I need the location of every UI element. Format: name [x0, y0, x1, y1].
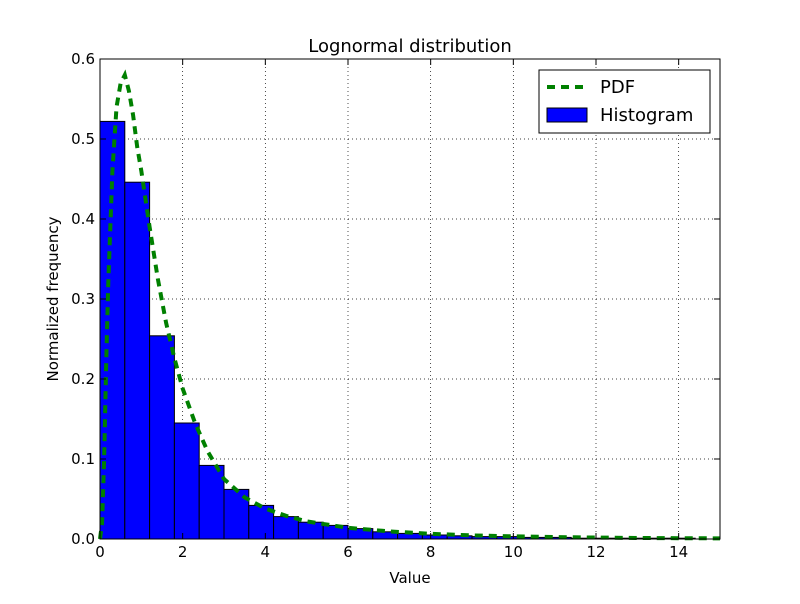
histogram-bar [99, 120, 126, 540]
y-tick-label: 0.4 [71, 210, 95, 228]
y-tick-label: 0.1 [71, 450, 95, 468]
histogram-bar [297, 521, 324, 540]
y-tick-label: 0.6 [71, 50, 95, 68]
y-tick-label: 0.5 [71, 130, 95, 148]
histogram-bar [173, 422, 200, 540]
x-tick-label: 0 [95, 543, 105, 561]
x-tick-label: 14 [669, 543, 688, 561]
histogram-bar [124, 181, 151, 540]
x-tick-label: 12 [586, 543, 605, 561]
x-tick-label: 6 [343, 543, 353, 561]
y-tick-label: 0.3 [71, 290, 95, 308]
tick-labels: 0 2 4 6 8 10 12 14 0.0 0.1 0.2 0.3 0.4 0.5 0.6 [71, 50, 688, 561]
x-tick-label: 4 [261, 543, 271, 561]
pdf-line [98, 69, 721, 541]
legend-histogram-swatch [546, 107, 588, 123]
histogram-bar [198, 464, 225, 540]
chart-title: Lognormal distribution [308, 36, 512, 57]
y-axis-label: Normalized frequency [44, 216, 62, 381]
x-tick-label: 8 [426, 543, 436, 561]
legend: PDF Histogram [538, 69, 711, 134]
y-tick-label: 0.2 [71, 370, 95, 388]
grid-lines [100, 59, 720, 539]
legend-pdf-label: PDF [600, 77, 635, 98]
legend-histogram-label: Histogram [600, 105, 693, 126]
pdf-line-group [98, 69, 721, 541]
x-axis-label: Value [389, 569, 430, 587]
axis-ticks [99, 58, 720, 540]
y-tick-label: 0.0 [71, 530, 95, 548]
x-tick-label: 2 [178, 543, 188, 561]
x-tick-label: 10 [504, 543, 523, 561]
histogram-bars [99, 120, 696, 540]
histogram-bar [149, 335, 175, 540]
